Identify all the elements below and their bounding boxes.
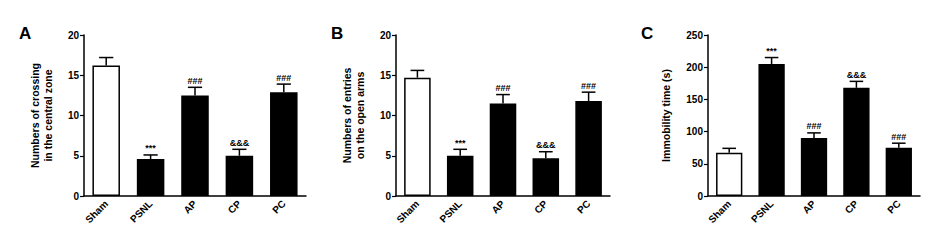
svg-text:###: ### xyxy=(806,121,821,131)
svg-text:PSNL: PSNL xyxy=(128,198,155,225)
svg-text:PC: PC xyxy=(575,198,593,216)
svg-text:5: 5 xyxy=(73,150,79,161)
svg-text:Sham: Sham xyxy=(83,198,110,225)
svg-text:Sham: Sham xyxy=(394,198,421,225)
svg-text:0: 0 xyxy=(385,191,391,202)
svg-text:***: *** xyxy=(766,46,777,56)
svg-text:15: 15 xyxy=(68,70,80,81)
svg-text:0: 0 xyxy=(697,191,703,202)
svg-text:PC: PC xyxy=(270,198,288,216)
svg-text:Sham: Sham xyxy=(706,198,733,225)
svg-text:15: 15 xyxy=(380,70,392,81)
svg-text:***: *** xyxy=(455,138,466,148)
svg-text:AP: AP xyxy=(489,198,507,216)
svg-text:CP: CP xyxy=(843,198,861,216)
svg-text:&&&: &&& xyxy=(847,70,867,80)
svg-text:&&&: &&& xyxy=(536,140,556,150)
svg-text:C: C xyxy=(641,24,653,43)
svg-text:###: ### xyxy=(581,81,596,91)
svg-text:20: 20 xyxy=(68,30,80,41)
svg-text:&&&: &&& xyxy=(230,138,250,148)
svg-text:PSNL: PSNL xyxy=(749,198,776,225)
svg-text:###: ### xyxy=(276,73,291,83)
svg-text:on the open arms: on the open arms xyxy=(354,72,366,160)
svg-text:0: 0 xyxy=(73,191,79,202)
svg-text:PSNL: PSNL xyxy=(437,198,464,225)
svg-text:50: 50 xyxy=(692,158,704,169)
svg-text:###: ### xyxy=(891,132,906,142)
svg-text:10: 10 xyxy=(380,110,392,121)
svg-text:CP: CP xyxy=(226,198,244,216)
svg-text:10: 10 xyxy=(68,110,80,121)
svg-text:Numbers of crossing: Numbers of crossing xyxy=(29,63,41,168)
svg-text:Immobility time (s): Immobility time (s) xyxy=(660,69,672,162)
svg-text:A: A xyxy=(19,24,31,43)
svg-text:150: 150 xyxy=(686,94,703,105)
svg-text:20: 20 xyxy=(380,30,392,41)
svg-text:###: ### xyxy=(495,83,510,93)
svg-text:5: 5 xyxy=(385,150,391,161)
svg-text:CP: CP xyxy=(532,198,550,216)
svg-text:###: ### xyxy=(187,76,202,86)
svg-text:B: B xyxy=(331,24,343,43)
svg-text:PC: PC xyxy=(885,198,903,216)
svg-text:AP: AP xyxy=(181,198,199,216)
svg-text:***: *** xyxy=(145,143,156,153)
svg-text:100: 100 xyxy=(686,126,703,137)
svg-text:Numbers of entries: Numbers of entries xyxy=(341,68,353,164)
svg-text:in the central zone: in the central zone xyxy=(42,69,54,161)
svg-text:250: 250 xyxy=(686,30,703,41)
svg-text:200: 200 xyxy=(686,62,703,73)
svg-text:AP: AP xyxy=(800,198,818,216)
